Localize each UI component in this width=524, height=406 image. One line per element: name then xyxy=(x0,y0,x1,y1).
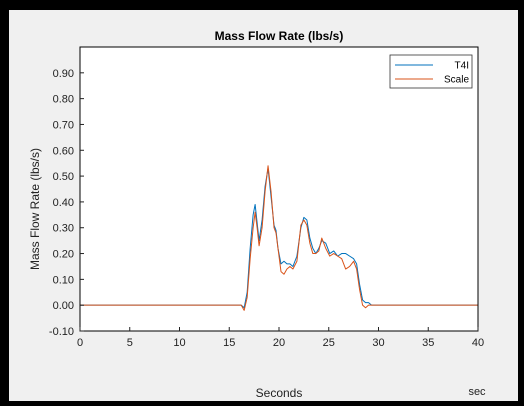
y-tick-label: 0.70 xyxy=(53,119,74,131)
y-tick-label: 0.30 xyxy=(53,223,74,235)
series-line-scale xyxy=(80,165,478,311)
x-tick-label: 5 xyxy=(127,337,133,349)
x-tick-label: 35 xyxy=(422,337,434,349)
y-tick-label: 0.10 xyxy=(53,274,74,286)
ticks-layer: 0 5 10 15 20 25 30 35 40 -0.10 0.00 0.10 0.20 0.30 0.4… xyxy=(49,68,484,349)
y-tick-label: 0.40 xyxy=(53,197,74,209)
y-tick-label: -0.10 xyxy=(49,326,74,338)
series-layer xyxy=(80,165,478,311)
line-chart: 0 5 10 15 20 25 30 35 40 -0.10 0.00 0.10 0.20 0.30 0.4… xyxy=(28,29,486,400)
y-tick-label: 0.20 xyxy=(53,249,74,261)
y-tick-label: 0.00 xyxy=(53,300,74,312)
x-axis-unit-label: sec xyxy=(468,386,486,398)
x-tick-label: 10 xyxy=(173,337,185,349)
legend[interactable]: T4I Scale xyxy=(389,54,473,89)
plot-area xyxy=(80,47,478,331)
y-tick-label: 0.80 xyxy=(53,94,74,106)
x-tick-label: 40 xyxy=(472,337,484,349)
chart-title: Mass Flow Rate (lbs/s) xyxy=(215,29,344,43)
x-tick-label: 15 xyxy=(223,337,235,349)
legend-label-t4i: T4I xyxy=(455,61,469,72)
x-axis-label: Seconds xyxy=(256,386,303,400)
x-tick-label: 25 xyxy=(323,337,335,349)
x-tick-label: 20 xyxy=(273,337,285,349)
y-tick-label: 0.50 xyxy=(53,171,74,183)
x-tick-label: 0 xyxy=(77,337,83,349)
figure-canvas: 0 5 10 15 20 25 30 35 40 -0.10 0.00 0.10 0.20 0.30 0.4… xyxy=(9,10,518,401)
series-line-t4i xyxy=(80,167,478,309)
x-tick-label: 30 xyxy=(372,337,384,349)
legend-box xyxy=(389,54,473,89)
legend-label-scale: Scale xyxy=(444,75,469,86)
y-tick-label: 0.60 xyxy=(53,145,74,157)
y-axis-label: Mass Flow Rate (lbs/s) xyxy=(28,148,42,270)
y-tick-label: 0.90 xyxy=(53,68,74,80)
